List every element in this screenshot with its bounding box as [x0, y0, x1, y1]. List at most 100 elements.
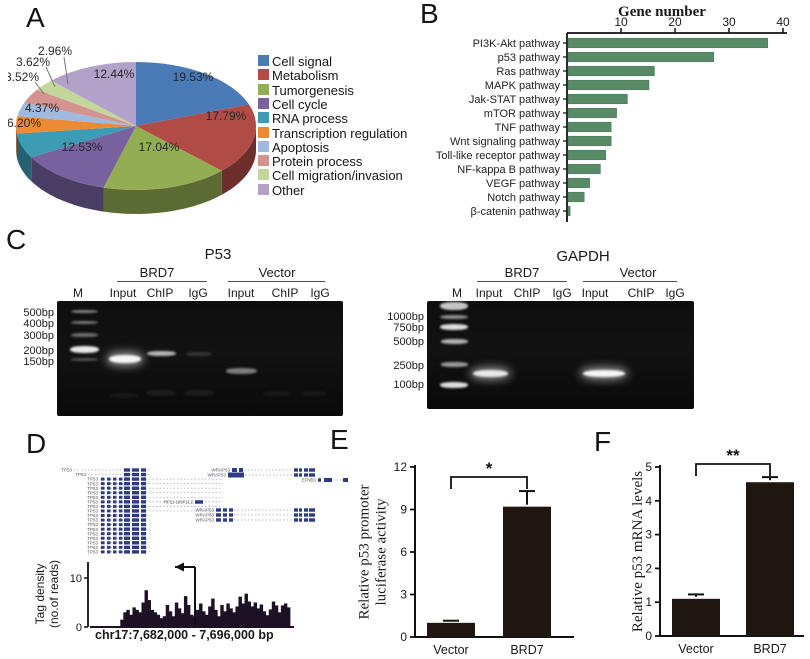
- y-tick-label: 5: [645, 460, 652, 474]
- density-bar: [229, 608, 233, 627]
- lane-label: ChIP: [513, 286, 541, 300]
- gene-label: TP53: [87, 536, 98, 541]
- y-tick-label: 12: [394, 460, 408, 474]
- density-bar: [250, 606, 255, 627]
- pathway-label: Ras pathway: [496, 66, 560, 78]
- tss-arrow-head: [175, 562, 184, 572]
- legend-item: Tumorgenesis: [258, 82, 428, 98]
- tag-density-ylabel: Tag density (no.of reads): [33, 559, 61, 629]
- gene-label: TP53: [87, 540, 98, 545]
- gene-label: TP53: [87, 531, 98, 536]
- gene-number-bar: [567, 107, 617, 119]
- y-tick-label: 2: [645, 561, 652, 575]
- pie-leader-line: [45, 66, 56, 88]
- gel-band: [186, 352, 212, 356]
- pie-slice-5: [16, 116, 136, 134]
- lane-label: IgG: [665, 286, 685, 300]
- legend-chip: [258, 97, 269, 109]
- gel-band: [473, 370, 508, 377]
- density-bar: [262, 611, 267, 627]
- gene-label: TP53: [75, 472, 86, 477]
- density-bar: [120, 619, 124, 627]
- gel-band: [71, 358, 98, 361]
- gene-label: TP53: [87, 499, 98, 504]
- density-bar: [171, 616, 176, 627]
- density-bar: [202, 611, 206, 627]
- density-bar: [214, 609, 218, 627]
- gene-label: TP53: [87, 527, 98, 532]
- lane-label: IgG: [188, 286, 208, 300]
- density-bar: [238, 596, 242, 627]
- gene-label: WRAP53: [211, 468, 230, 473]
- density-bar: [165, 604, 170, 627]
- panel-e-label: E: [330, 424, 349, 455]
- x-tick-label: 30: [722, 15, 736, 29]
- gel-group-label: BRD7: [504, 265, 540, 280]
- y-tick-label: 0: [76, 622, 82, 634]
- gel-group-underline: [117, 281, 207, 282]
- gene-number-bar: [567, 177, 590, 189]
- gel-band: [147, 351, 176, 356]
- pie-slice-0: [136, 62, 249, 126]
- pie-value-label: 12.44%: [94, 67, 135, 81]
- legend-item-label: Protein process: [272, 154, 363, 170]
- gel-group-underline: [477, 281, 567, 282]
- pathway-label: Jak-STAT pathway: [469, 94, 561, 106]
- y-axis-label: Relative p53 promoterluciferase activity: [357, 485, 390, 620]
- significance-label: *: [486, 459, 493, 478]
- pie-slice-4: [16, 126, 136, 158]
- legend-item: Cell migration/invasion: [258, 168, 428, 183]
- lane-label: ChIP: [627, 286, 655, 300]
- y-tick-label: 0: [400, 630, 407, 644]
- density-bar: [144, 590, 148, 627]
- legend-chip: [258, 183, 269, 195]
- ladder-label: 500bp: [23, 307, 54, 319]
- pie-value-label: 19.53%: [173, 70, 214, 84]
- ladder-label: 400bp: [23, 318, 54, 330]
- ladder-label: 500bp: [393, 336, 424, 348]
- lane-label: ChIP: [271, 286, 299, 300]
- legend-item: Metabolism: [258, 68, 428, 83]
- ladder-label: 1000bp: [387, 311, 424, 323]
- gene-label: TP53: [87, 518, 98, 523]
- luciferase-bar-chart: 0 3 6 9 12 Vector BRD7 * Relative p53 promoterlu…: [352, 440, 580, 659]
- genome-gene-track: TP53 TP53 TP53 TP53 TP53 TP53 TP53 TP53 TP53 TP53…: [58, 466, 358, 558]
- density-bar: [220, 604, 224, 627]
- density-bar: [280, 605, 285, 627]
- legend-item-label: Tumorgenesis: [272, 82, 354, 98]
- density-bar: [180, 613, 185, 627]
- pie-3d-svg: 19.53% 17.79% 17.04% 12.53% 6.20%4.37% 3.52%3…: [5, 44, 256, 214]
- gel-band: [583, 370, 625, 377]
- y-tick-label: 10: [70, 573, 82, 585]
- ladder-label: 100bp: [393, 379, 424, 391]
- lane-label: Input: [227, 286, 255, 300]
- lane-label: Input: [475, 286, 503, 300]
- gel-band: [109, 355, 141, 363]
- density-bar: [283, 603, 288, 627]
- pathway-label: mTOR pathway: [484, 108, 561, 120]
- ladder-label: 250bp: [393, 360, 424, 372]
- legend-item: Other: [258, 183, 428, 198]
- gene-label: TP53: [87, 522, 98, 527]
- density-bar: [138, 612, 142, 627]
- density-bar: [208, 606, 212, 627]
- gel-band: [146, 390, 176, 396]
- ladder-label: 150bp: [23, 356, 54, 368]
- density-bar: [147, 600, 151, 627]
- legend-item: Transcription regulation: [258, 126, 428, 141]
- density-bar: [226, 603, 230, 627]
- gene-number-bar: [567, 51, 715, 63]
- mrna-bar-chart: 0 1 2 3 4 5 Vector BRD7 ** Relative p53 mRNA leve…: [595, 440, 810, 659]
- gene-number-bar: [567, 65, 655, 77]
- gene-label: WRAP53: [195, 518, 214, 523]
- function-pie-chart: 19.53% 17.79% 17.04% 12.53% 6.20% 4.37% 3.52% 3…: [5, 40, 274, 236]
- gel-band: [440, 324, 468, 330]
- density-bar: [286, 607, 291, 627]
- density-bar: [168, 611, 173, 627]
- legend-item: Apoptosis: [258, 140, 428, 155]
- gel-band: [441, 339, 468, 344]
- gel-band: [262, 391, 292, 396]
- legend-chip: [258, 69, 269, 81]
